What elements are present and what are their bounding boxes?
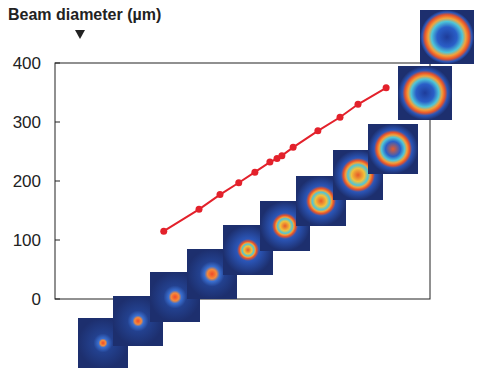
beam-profile xyxy=(420,10,474,64)
y-tick-label: 300 xyxy=(13,113,41,132)
data-point xyxy=(217,191,224,198)
data-point xyxy=(196,206,203,213)
chart: 0 100 200 300 400 Beam diameter (µm) xyxy=(0,0,496,373)
y-label-arrow xyxy=(75,30,85,39)
data-point xyxy=(290,144,297,151)
y-tick xyxy=(55,240,60,241)
data-point xyxy=(160,228,167,235)
y-tick xyxy=(55,122,60,123)
data-point xyxy=(337,114,344,121)
plot-frame xyxy=(55,63,430,299)
y-tick xyxy=(55,299,60,300)
beam-profile-bg xyxy=(420,10,474,64)
series-line xyxy=(164,88,386,231)
y-axis-label: Beam diameter (µm) xyxy=(8,6,161,23)
y-tick-label: 400 xyxy=(13,54,41,73)
data-point xyxy=(251,169,258,176)
y-tick-label: 200 xyxy=(13,172,41,191)
data-group xyxy=(160,84,389,234)
data-point xyxy=(278,152,285,159)
data-point xyxy=(235,179,242,186)
beam-profile-bg xyxy=(398,66,452,120)
data-point xyxy=(383,84,390,91)
y-tick-label: 100 xyxy=(13,231,41,250)
data-point xyxy=(314,127,321,134)
data-point xyxy=(266,159,273,166)
data-point xyxy=(355,101,362,108)
y-tick xyxy=(55,181,60,182)
y-tick xyxy=(55,63,60,64)
beam-profile xyxy=(368,124,418,174)
beam-profile-bg xyxy=(368,124,418,174)
beam-profile xyxy=(398,66,452,120)
y-tick-label: 0 xyxy=(32,290,41,309)
